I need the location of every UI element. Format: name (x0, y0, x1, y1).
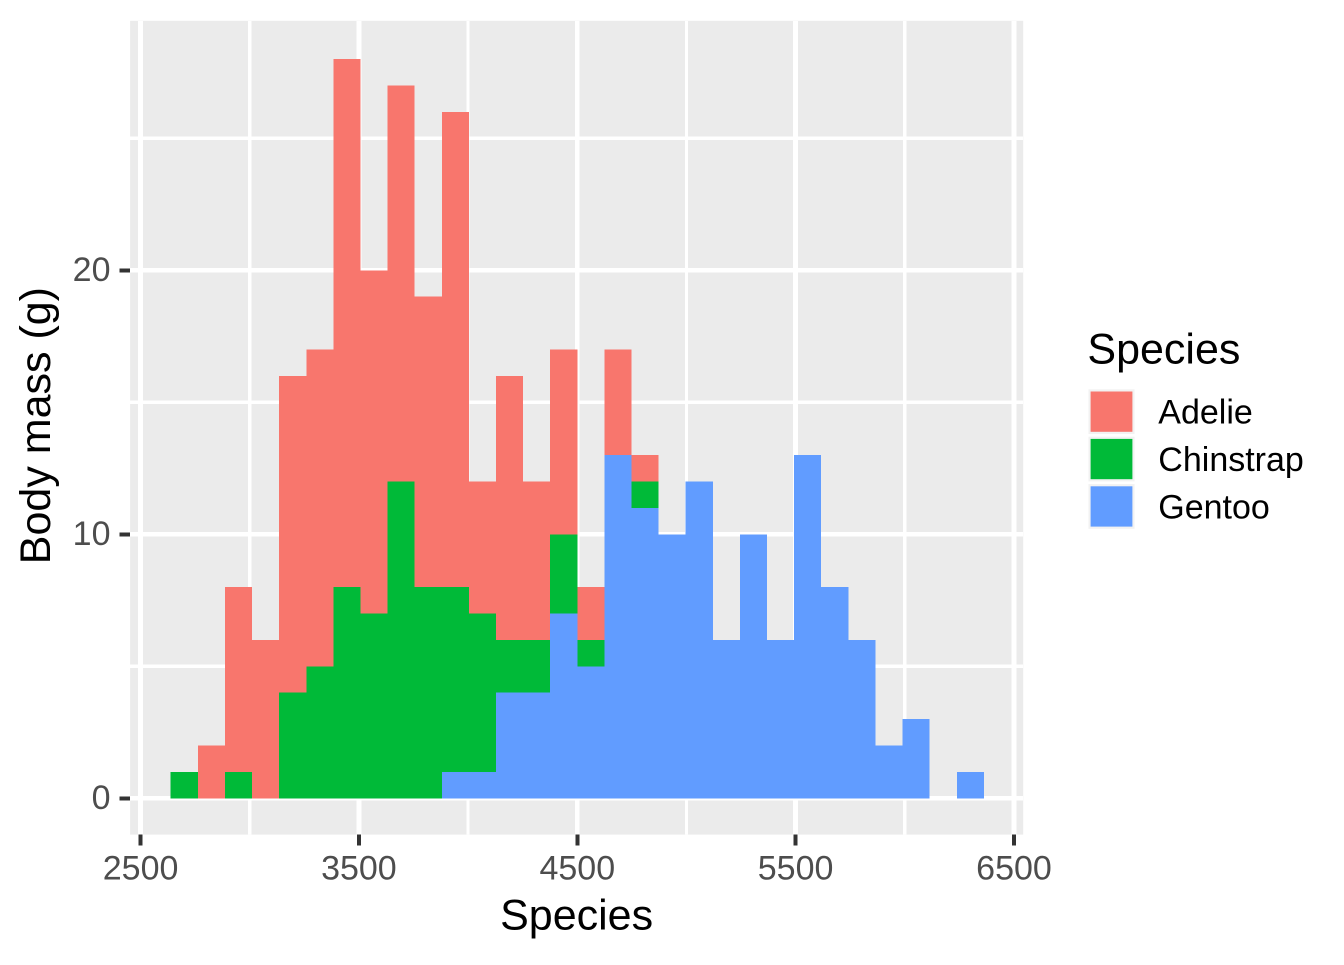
svg-text:Chinstrap: Chinstrap (1158, 441, 1304, 479)
svg-text:0: 0 (92, 779, 111, 817)
svg-text:20: 20 (73, 251, 111, 289)
svg-text:4500: 4500 (539, 850, 615, 888)
svg-text:10: 10 (73, 515, 111, 553)
svg-text:6500: 6500 (976, 850, 1052, 888)
svg-text:Species: Species (1087, 325, 1240, 373)
svg-text:Body mass (g): Body mass (g) (12, 287, 60, 564)
svg-text:Gentoo: Gentoo (1158, 488, 1270, 526)
svg-text:3500: 3500 (321, 850, 397, 888)
svg-text:Species: Species (500, 892, 653, 940)
svg-text:Adelie: Adelie (1158, 394, 1253, 432)
svg-text:5500: 5500 (758, 850, 834, 888)
svg-text:2500: 2500 (103, 850, 179, 888)
